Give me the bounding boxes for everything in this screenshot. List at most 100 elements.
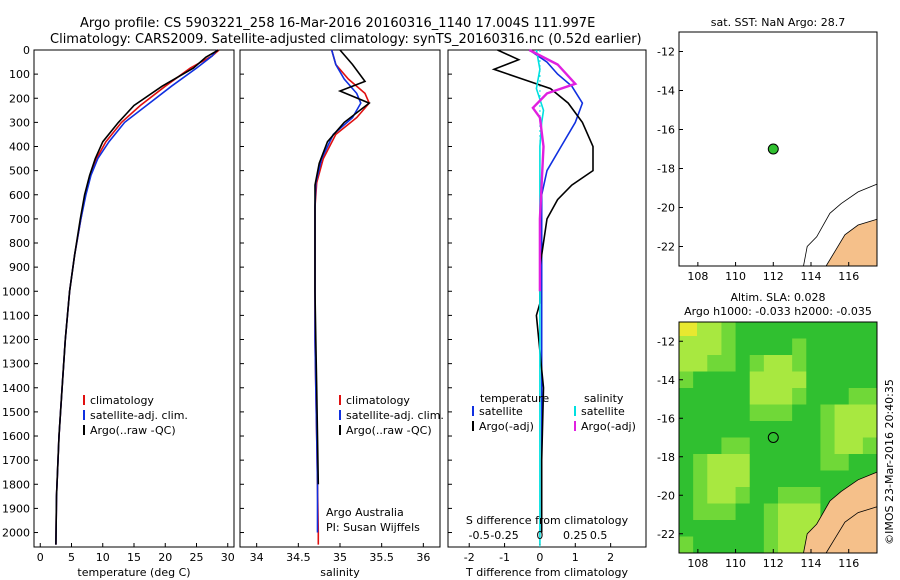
lon-tick-label: 110 <box>725 270 746 283</box>
sla-cell <box>806 437 821 455</box>
sla-cell <box>721 520 737 537</box>
lon-tick-label: 112 <box>763 270 784 283</box>
series-line-s-argo-adj- <box>528 48 578 292</box>
sla-cell <box>862 355 878 372</box>
sla-cell <box>806 388 821 405</box>
sla-cell <box>679 355 694 372</box>
sla-cell <box>707 421 722 438</box>
sla-cell <box>721 421 737 438</box>
sla-cell <box>693 503 708 521</box>
sla-cell <box>679 388 694 405</box>
series-line-argo-raw-qc- <box>55 49 219 545</box>
sla-cell <box>721 437 737 455</box>
lon-tick-label: 114 <box>801 270 822 283</box>
depth-tick-label: 900 <box>9 261 30 274</box>
lat-tick-label: -22 <box>657 528 675 541</box>
sla-cell <box>707 322 722 339</box>
header-line1: Argo profile: CS 5903221_258 16-Mar-2016… <box>80 16 595 31</box>
lat-tick-label: -12 <box>657 335 675 348</box>
sla-cell <box>749 355 765 372</box>
lat-tick-label: -18 <box>657 451 675 464</box>
difference-xlabel: T difference from climatology <box>465 566 628 579</box>
sla-cell <box>834 322 850 339</box>
lat-tick-label: -12 <box>657 46 675 59</box>
sla-cell <box>735 371 751 389</box>
sla-cell <box>834 355 850 372</box>
legend-title-temperature: temperature <box>480 392 549 405</box>
lat-tick-label: -16 <box>657 412 675 425</box>
sla-cell <box>721 536 737 554</box>
x-tick-label: 25 <box>190 551 204 564</box>
sla-cell <box>806 322 821 339</box>
salinity-diff-tick-label: 0 <box>536 529 543 542</box>
sla-cell <box>820 470 836 488</box>
sla-cell <box>749 338 765 356</box>
x-tick-label: 5 <box>68 551 75 564</box>
x-tick-label: 35 <box>333 551 347 564</box>
x-tick-label: 35.5 <box>369 551 394 564</box>
sla-cell <box>792 487 807 504</box>
sla-cell <box>693 536 708 554</box>
sla-cell <box>778 487 793 504</box>
sla-cell <box>763 487 779 504</box>
sla-cell <box>806 338 821 356</box>
temperature-xlabel: temperature (deg C) <box>77 566 190 579</box>
sla-cell <box>763 454 779 471</box>
sla-cell <box>792 437 807 455</box>
lon-tick-label: 108 <box>687 557 708 570</box>
sla-cell <box>778 536 793 554</box>
sla-cell <box>848 388 864 405</box>
lon-tick-label: 116 <box>838 557 859 570</box>
legend-label: Argo(-adj) <box>581 420 636 433</box>
depth-tick-label: 1200 <box>2 334 30 347</box>
x-tick-label: 34 <box>250 551 264 564</box>
sla-cell <box>735 520 751 537</box>
lon-tick-label: 110 <box>725 557 746 570</box>
sla-cell <box>735 503 751 521</box>
sla-map-title1: Altim. SLA: 0.028 <box>730 291 825 304</box>
sla-cell <box>862 322 878 339</box>
sla-cell <box>693 470 708 488</box>
sla-cell <box>749 322 765 339</box>
sla-cell <box>820 322 836 339</box>
sla-cell <box>792 322 807 339</box>
sla-cell <box>834 388 850 405</box>
series-line-climatology <box>55 49 220 545</box>
sla-cell <box>778 520 793 537</box>
depth-tick-label: 1500 <box>2 406 30 419</box>
sla-cell <box>834 470 850 488</box>
sla-cell <box>763 322 779 339</box>
pi-note: PI: Susan Wijffels <box>326 521 420 534</box>
sla-cell <box>862 421 878 438</box>
depth-tick-label: 1100 <box>2 309 30 322</box>
sla-cell <box>721 487 737 504</box>
legend-title-salinity: salinity <box>584 392 624 405</box>
sla-cell <box>848 322 864 339</box>
credit: ©IMOS 23-Mar-2016 20:40:35 <box>883 379 896 545</box>
sla-cell <box>707 355 722 372</box>
sla-cell <box>679 371 694 389</box>
sla-cell <box>735 388 751 405</box>
sla-cell <box>778 470 793 488</box>
depth-tick-label: 100 <box>9 68 30 81</box>
sla-cell <box>693 371 708 389</box>
sla-cell <box>806 355 821 372</box>
coastline <box>803 183 878 267</box>
depth-tick-label: 0 <box>23 44 30 57</box>
sla-cell <box>679 503 694 521</box>
sla-cell <box>862 338 878 356</box>
x-tick-label: -1 <box>499 551 510 564</box>
sla-cell <box>862 388 878 405</box>
salinity-diff-tick-label: 0.5 <box>590 529 608 542</box>
sla-cell <box>693 437 708 455</box>
depth-tick-label: 600 <box>9 189 30 202</box>
salinity-diff-tick-label: -0.5 <box>468 529 489 542</box>
sla-cell <box>679 421 694 438</box>
sla-cell <box>707 437 722 455</box>
series-line-t-satellite <box>528 49 584 533</box>
sla-cell <box>763 355 779 372</box>
x-tick-label: 1 <box>572 551 579 564</box>
sla-cell <box>749 421 765 438</box>
sla-cell <box>679 454 694 471</box>
sla-cell <box>735 536 751 554</box>
